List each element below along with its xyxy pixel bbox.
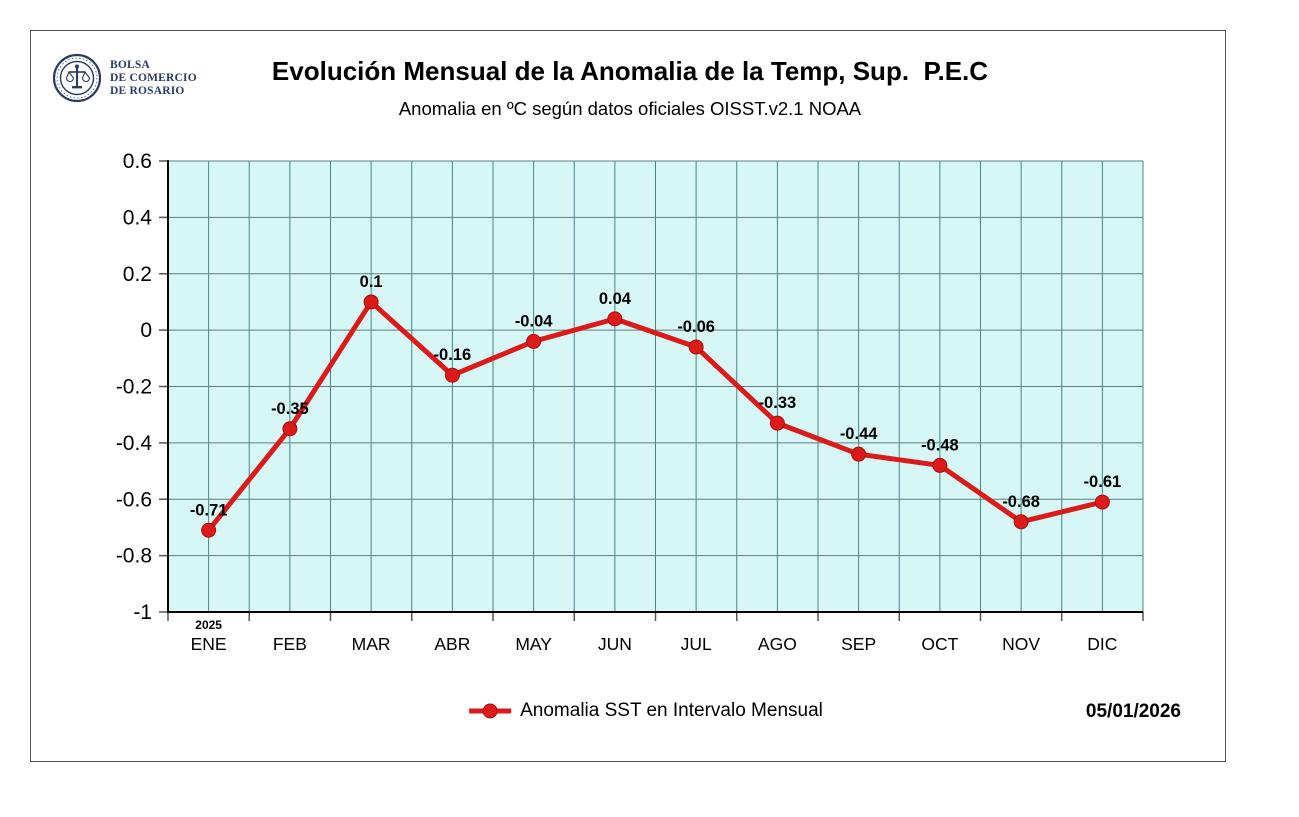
data-point-marker — [932, 457, 948, 473]
chart-subtitle: Anomalia en ºC según datos oficiales OIS… — [398, 98, 862, 119]
x-axis-month-label: ABR — [434, 634, 470, 654]
x-axis-month-label: SEP — [841, 634, 876, 654]
x-axis-month-label: JUN — [598, 634, 632, 654]
bolsa-comercio-rosario-logo: BOLSA DE COMERCIO DE ROSARIO — [52, 53, 197, 103]
anomaly-data-line — [206, 299, 1105, 533]
x-axis-month-label: OCT — [921, 634, 958, 654]
y-axis-label: 0.6 — [123, 150, 152, 173]
chart-title: Evolución Mensual de la Anomalia de la T… — [271, 56, 989, 86]
data-point-marker — [363, 294, 379, 310]
data-point-label: 0.1 — [360, 273, 383, 291]
data-point-label: -0.68 — [1002, 493, 1040, 511]
legend-line-marker-icon — [469, 703, 512, 719]
data-point-label: -0.61 — [1084, 473, 1122, 491]
x-axis-month-label: MAR — [352, 634, 391, 654]
data-point-label: -0.06 — [677, 318, 715, 336]
data-point-label: 0.04 — [599, 290, 632, 308]
y-axis-label: -0.2 — [116, 376, 152, 399]
data-point-marker — [1094, 494, 1110, 510]
y-axis-label: -0.4 — [116, 432, 153, 455]
y-axis-label: 0 — [140, 319, 152, 342]
x-axis-month-label: JUL — [681, 634, 712, 654]
data-point-marker — [201, 522, 217, 538]
data-point-marker — [851, 446, 867, 462]
data-point-label: -0.04 — [515, 312, 553, 330]
data-point-marker — [526, 333, 542, 349]
legend-series-label: Anomalia SST en Intervalo Mensual — [520, 700, 823, 721]
x-axis-month-label: MAY — [515, 634, 552, 654]
x-axis-month-label: FEB — [273, 634, 307, 654]
y-axis-label: -0.8 — [116, 545, 152, 568]
x-axis-month-label: NOV — [1002, 634, 1040, 654]
data-point-marker — [607, 311, 623, 327]
data-point-label: -0.33 — [759, 394, 797, 412]
report-date: 05/01/2026 — [1085, 701, 1181, 722]
data-point-label: -0.16 — [434, 346, 472, 364]
x-axis-year-label: 2025 — [195, 618, 222, 632]
chart-legend: Anomalia SST en Intervalo Mensual — [467, 700, 823, 722]
data-point-label: -0.48 — [921, 436, 959, 454]
data-point-marker — [769, 415, 785, 431]
y-axis-label: -1 — [133, 601, 152, 624]
data-point-marker — [444, 367, 460, 383]
logo-line-3: DE ROSARIO — [110, 84, 185, 97]
bolsa-seal-icon — [52, 53, 102, 103]
x-axis-month-label: DIC — [1087, 634, 1117, 654]
y-axis-label: 0.4 — [123, 206, 153, 229]
x-axis-month-label: AGO — [758, 634, 797, 654]
logo-line-2: DE COMERCIO — [110, 71, 197, 84]
data-point-label: -0.35 — [271, 400, 309, 418]
data-point-label: -0.71 — [190, 501, 228, 519]
x-axis-month-label: ENE — [191, 634, 227, 654]
data-point-marker — [282, 421, 298, 437]
y-axis-label: 0.2 — [123, 263, 152, 286]
y-axis-label: -0.6 — [116, 488, 152, 511]
logo-line-1: BOLSA — [110, 58, 150, 71]
data-point-marker — [688, 339, 704, 355]
data-point-label: -0.44 — [840, 425, 878, 443]
data-point-marker — [1013, 514, 1029, 530]
logo-org-name: BOLSA DE COMERCIO DE ROSARIO — [110, 59, 197, 98]
